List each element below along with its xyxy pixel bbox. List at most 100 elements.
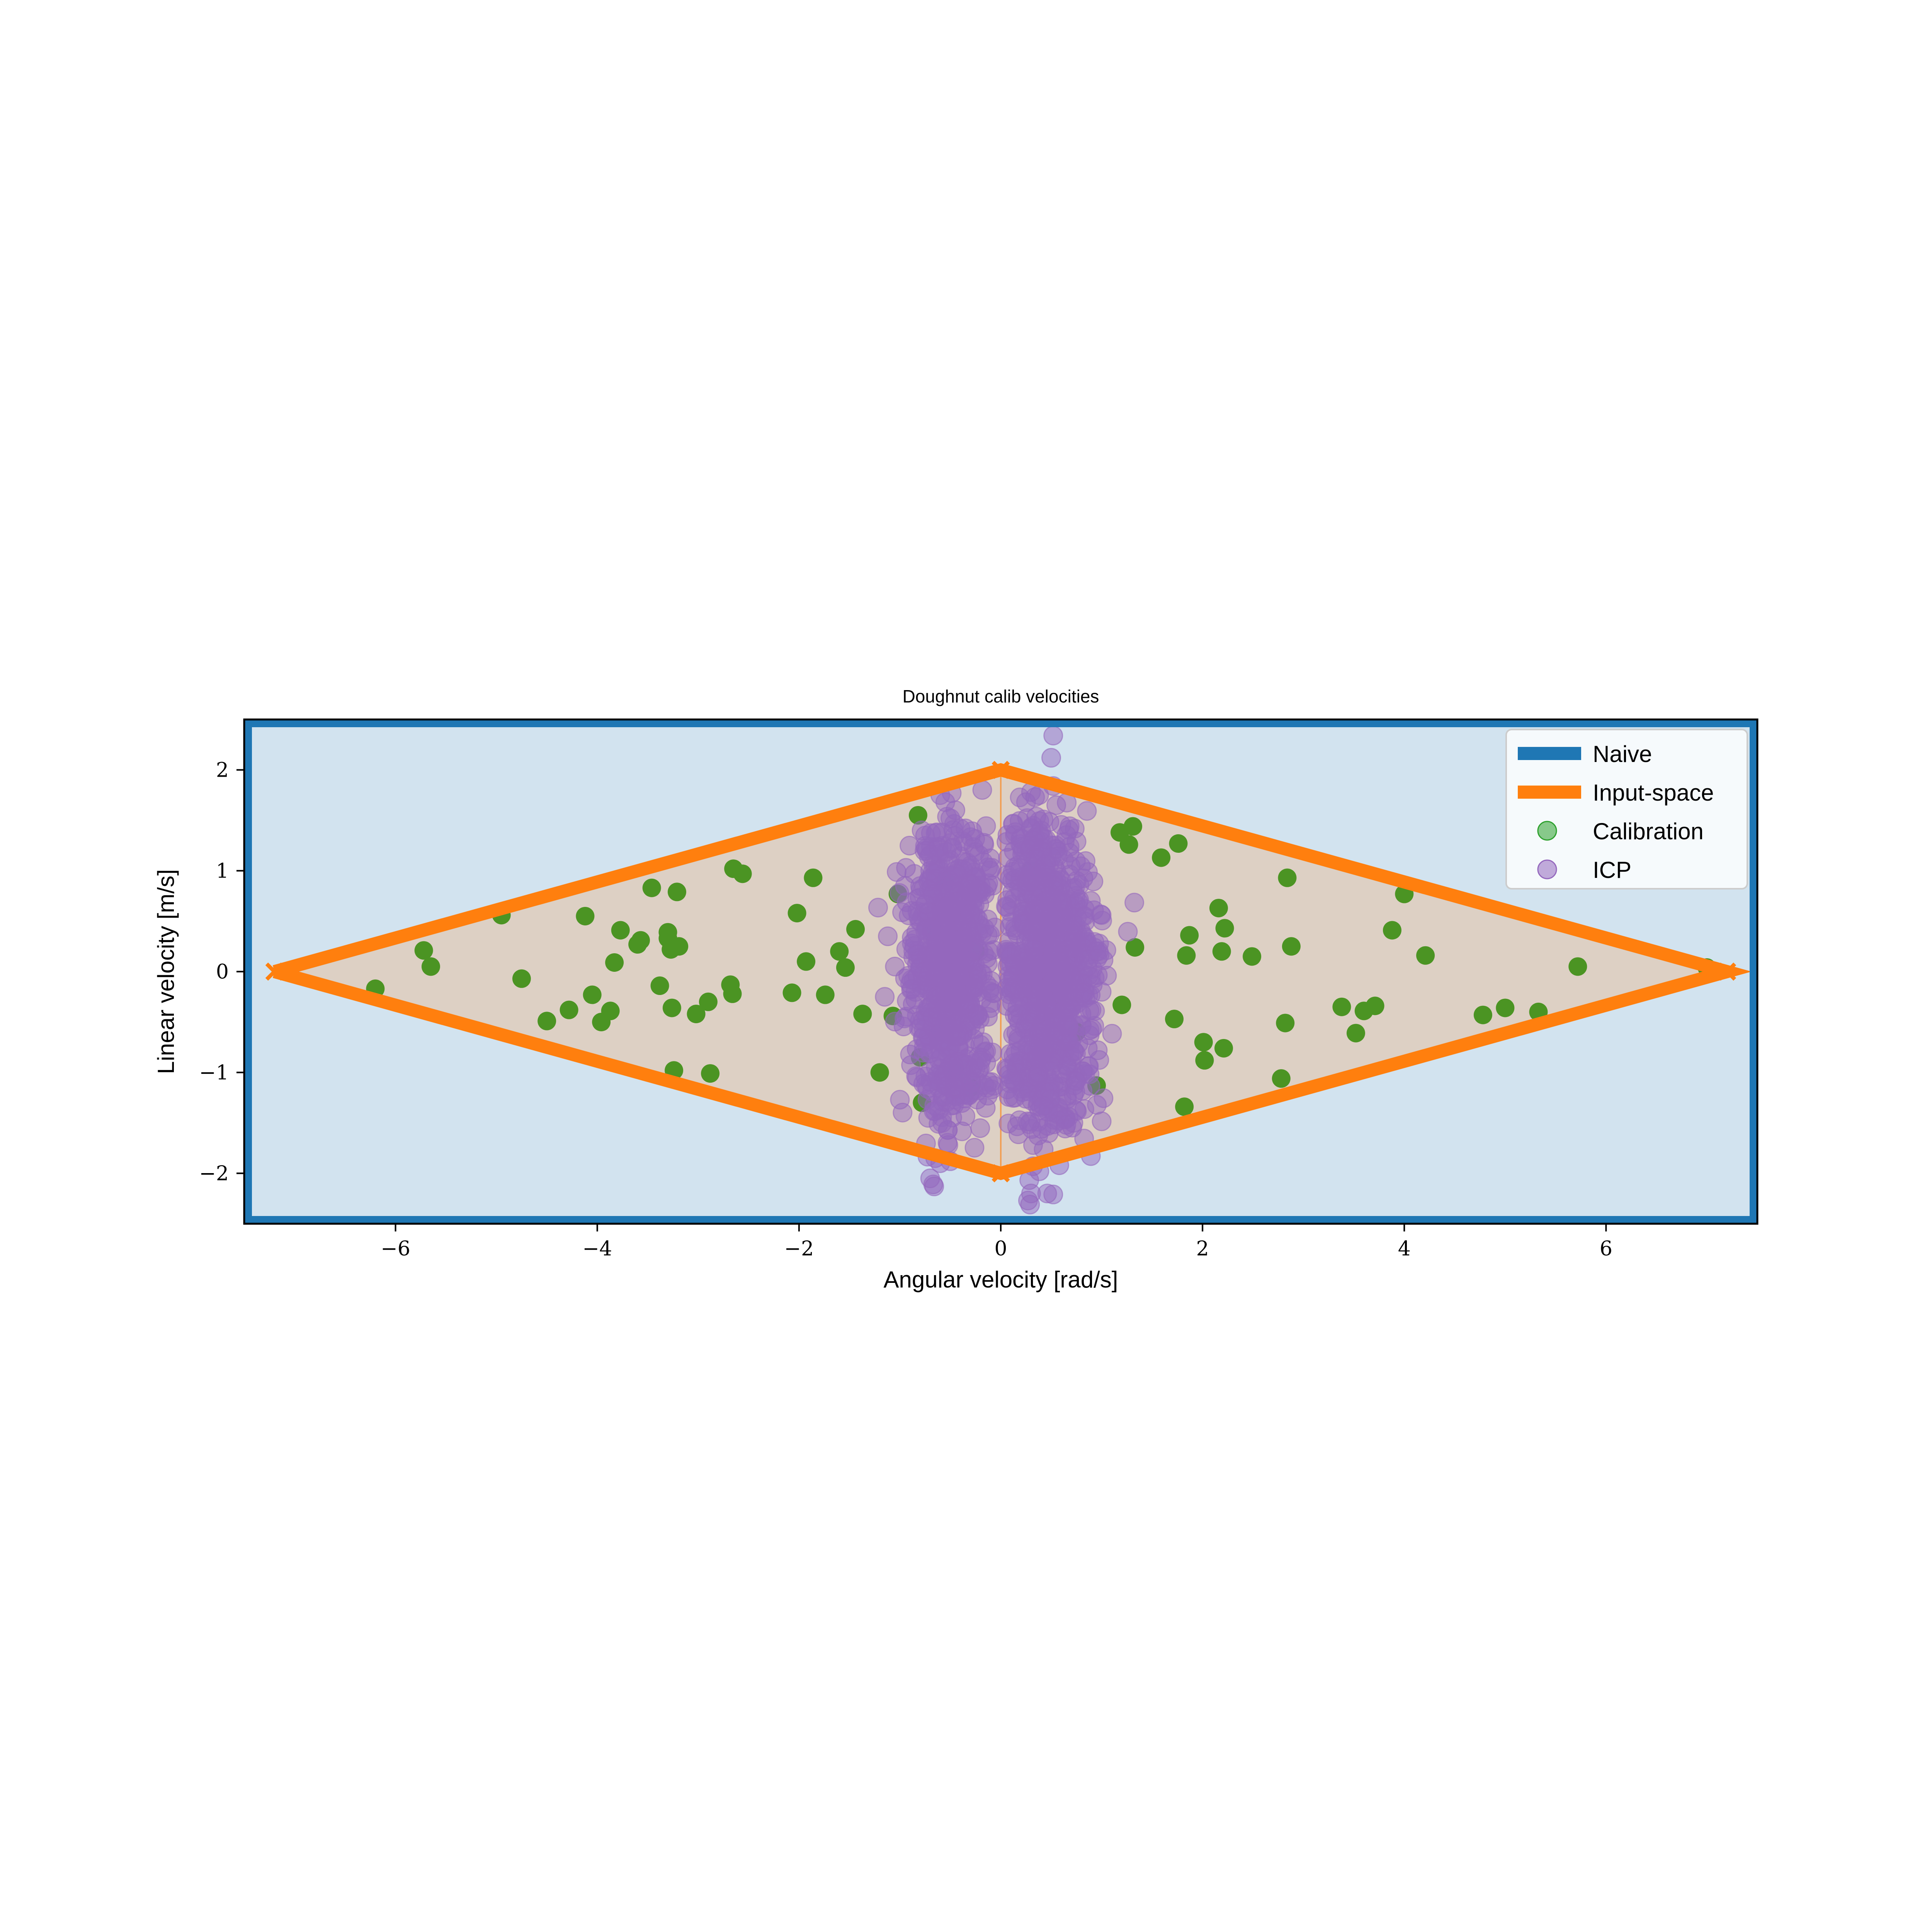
x-tick-label: 0 <box>994 1237 1007 1260</box>
calibration-point <box>605 953 624 972</box>
calibration-point <box>908 806 927 825</box>
icp-point <box>952 1093 972 1113</box>
icp-point <box>943 1060 963 1080</box>
calibration-point <box>1282 937 1301 956</box>
icp-point <box>1020 1112 1041 1132</box>
plot-content <box>265 726 1752 1214</box>
icp-point <box>1043 1184 1063 1204</box>
calibration-point <box>537 1012 556 1031</box>
calibration-point <box>1272 1069 1291 1088</box>
icp-point <box>1040 1082 1060 1102</box>
calibration-point <box>1209 899 1228 918</box>
icp-point <box>878 926 898 946</box>
icp-point <box>900 836 920 856</box>
icp-point <box>1061 856 1081 876</box>
calibration-point <box>1346 1024 1365 1043</box>
icp-point <box>1046 871 1066 891</box>
calibration-point <box>1177 946 1196 965</box>
legend-label: Naive <box>1593 741 1652 767</box>
calibration-point <box>1112 995 1131 1014</box>
calibration-point <box>853 1005 872 1024</box>
legend-label: Calibration <box>1593 818 1704 844</box>
calibration-point <box>611 921 630 940</box>
icp-point <box>938 945 958 965</box>
y-tick-label: −1 <box>199 1061 229 1085</box>
icp-point <box>949 997 969 1017</box>
icp-point <box>907 1068 927 1088</box>
icp-point <box>903 994 923 1014</box>
legend-label: Input-space <box>1593 780 1714 806</box>
icp-point <box>914 962 934 982</box>
calibration-point <box>1169 834 1188 853</box>
legend-box <box>1505 729 1748 889</box>
icp-point <box>895 876 915 896</box>
icp-point <box>924 1176 944 1196</box>
x-tick-label: 6 <box>1600 1237 1612 1260</box>
icp-point <box>1015 952 1036 972</box>
calibration-point <box>1123 817 1142 836</box>
calibration-point <box>1243 947 1262 966</box>
icp-point <box>976 1098 996 1118</box>
x-tick-label: −6 <box>381 1237 410 1260</box>
legend-label: ICP <box>1593 857 1631 883</box>
calibration-point <box>1366 997 1384 1015</box>
x-tick-label: 4 <box>1398 1237 1411 1260</box>
icp-point <box>1102 1024 1122 1044</box>
icp-point <box>960 904 980 924</box>
calibration-point <box>782 983 801 1002</box>
y-tick-label: −2 <box>199 1162 229 1185</box>
calibration-point <box>1126 938 1145 957</box>
icp-point <box>1087 941 1107 961</box>
icp-point <box>1038 915 1058 935</box>
calibration-point <box>797 952 816 971</box>
icp-point <box>922 918 942 939</box>
plot-area <box>243 718 1759 1225</box>
calibration-point <box>1332 997 1351 1016</box>
calibration-point <box>699 992 718 1011</box>
calibration-point <box>414 941 433 960</box>
calibration-point <box>512 969 531 988</box>
calibration-point <box>804 868 823 887</box>
calibration-point <box>650 976 669 995</box>
calibration-point <box>1416 946 1435 965</box>
icp-point <box>984 1076 1004 1096</box>
icp-point <box>932 1113 952 1133</box>
input-space-vertex-markers <box>265 760 1736 1183</box>
icp-point <box>932 822 952 842</box>
icp-point <box>997 1060 1017 1080</box>
icp-point <box>1036 891 1056 911</box>
calibration-point <box>1165 1010 1184 1029</box>
calibration-point <box>836 958 855 977</box>
input-space-vertex-marker <box>992 1164 1010 1183</box>
calibration-point <box>1180 926 1199 945</box>
calibration-point <box>846 920 865 939</box>
x-tick-label: −2 <box>784 1237 814 1260</box>
icp-point <box>1029 1048 1049 1068</box>
calibration-point <box>1214 1039 1233 1058</box>
icp-point <box>908 944 928 964</box>
icp-point <box>960 874 980 894</box>
icp-point <box>1052 984 1072 1004</box>
icp-point <box>1016 792 1036 812</box>
naive-region-outline <box>244 719 1757 1224</box>
calibration-point <box>830 942 849 961</box>
icp-point <box>1077 801 1097 821</box>
legend: Naive Input-space Calibration ICP <box>1505 729 1748 889</box>
icp-point <box>1073 1081 1093 1101</box>
calibration-point <box>723 984 742 1003</box>
calibration-point <box>1215 919 1234 938</box>
x-axis-label: Angular velocity [rad/s] <box>884 1267 1118 1293</box>
calibration-point <box>787 904 806 923</box>
x-tick-label: −4 <box>582 1237 612 1260</box>
calibration-point <box>662 998 681 1017</box>
y-axis-label: Linear velocity [m/s] <box>153 869 179 1074</box>
icp-point <box>1075 906 1095 926</box>
icp-point <box>1043 942 1063 962</box>
icp-point <box>890 1090 910 1110</box>
icp-point <box>885 956 905 976</box>
icp-point <box>964 1138 985 1158</box>
icp-point <box>1029 1023 1049 1043</box>
icp-point <box>1031 820 1051 840</box>
calibration-point <box>560 1000 578 1019</box>
